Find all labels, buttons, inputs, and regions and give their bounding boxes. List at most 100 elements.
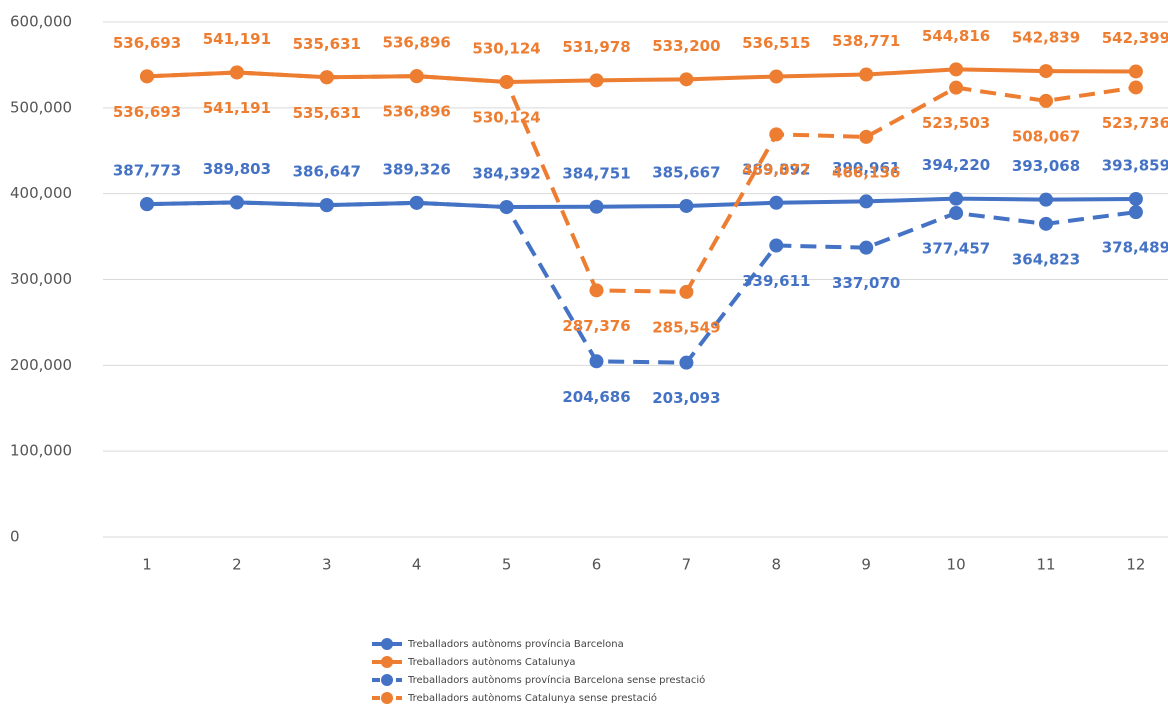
marker [229,195,244,210]
marker [769,127,784,142]
legend-marker [381,638,393,650]
data-label: 285,549 [652,318,720,336]
data-label: 542,839 [1012,29,1080,47]
data-label: 536,693 [113,34,181,52]
data-label: 385,667 [652,163,720,181]
y-tick-label: 500,000 [10,98,72,116]
y-tick-label: 300,000 [10,270,72,288]
data-label: 535,631 [293,104,361,122]
legend-label: Treballadors autònoms província Barcelon… [407,674,705,686]
data-label: 544,816 [922,27,990,45]
marker [1128,205,1143,220]
data-label: 523,736 [1102,114,1168,132]
marker [140,69,154,84]
legend-marker [381,674,393,686]
marker [1039,64,1053,79]
legend-marker [381,656,393,668]
data-label: 203,093 [652,389,720,407]
legend-marker [381,692,393,704]
legend-label: Treballadors autònoms província Barcelon… [407,638,624,650]
y-tick-label: 400,000 [10,184,72,202]
data-label: 384,392 [472,165,540,183]
marker [140,197,154,212]
x-tick-label: 9 [861,556,871,574]
marker [949,191,964,206]
marker [409,69,424,84]
data-label: 536,896 [383,34,451,52]
data-label: 535,631 [293,35,361,53]
marker [859,129,874,144]
data-label: 389,392 [742,160,810,178]
marker [319,70,334,85]
marker [1128,64,1143,79]
x-tick-label: 8 [772,556,782,574]
data-label: 530,124 [472,39,540,57]
marker [769,195,784,210]
y-tick-label: 100,000 [10,442,72,460]
x-tick-label: 5 [502,556,512,574]
data-label: 542,399 [1102,29,1168,47]
data-label: 393,068 [1012,157,1080,175]
series-line [146,200,1137,365]
data-label: 533,200 [652,37,720,55]
y-tick-label: 600,000 [10,13,72,31]
series-line [146,196,1136,210]
data-label: 377,457 [922,240,990,258]
data-label: 287,376 [562,317,630,335]
marker [1128,191,1143,206]
data-label: 538,771 [832,32,900,50]
marker [769,238,784,253]
marker [1039,216,1053,231]
x-tick-label: 1 [142,556,152,574]
y-tick-label: 200,000 [10,356,72,374]
marker [589,354,604,369]
series-line [146,70,1137,294]
data-label: 204,686 [562,388,630,406]
data-label: 541,191 [203,30,271,48]
marker [859,194,874,209]
marker [859,240,874,255]
x-tick-label: 3 [322,556,332,574]
data-label: 364,823 [1012,250,1080,268]
data-label: 469,077 [742,161,810,179]
x-tick-label: 6 [592,556,602,574]
marker [679,198,694,213]
marker [949,62,964,77]
marker [769,69,784,84]
legend-label: Treballadors autònoms Catalunya sense pr… [407,692,657,704]
data-label: 466,136 [832,163,900,181]
data-label: 378,489 [1102,239,1168,257]
series-line [146,67,1136,84]
x-tick-label: 12 [1126,556,1145,574]
marker [409,195,424,210]
data-label: 531,978 [562,38,630,56]
data-label: 523,503 [922,114,990,132]
marker [1128,80,1143,95]
data-label: 394,220 [922,156,990,174]
marker [229,65,244,80]
data-label: 337,070 [832,274,900,292]
marker [679,355,694,370]
data-label: 530,124 [472,108,540,126]
marker [679,284,694,299]
marker [1039,192,1053,207]
data-label: 339,611 [742,272,810,290]
data-label: 541,191 [203,99,271,117]
x-tick-label: 11 [1036,556,1055,574]
data-label: 393,859 [1102,156,1168,174]
data-label: 386,647 [293,163,361,181]
marker [499,74,514,89]
x-tick-label: 7 [682,556,692,574]
marker [589,283,604,298]
marker [589,73,604,88]
x-tick-label: 4 [412,556,422,574]
y-tick-label: 0 [10,528,20,546]
marker [319,198,334,213]
legend-label: Treballadors autònoms Catalunya [407,656,576,668]
data-label: 389,326 [383,160,451,178]
marker [679,72,694,87]
marker [949,206,964,221]
data-label: 536,693 [113,103,181,121]
data-label: 389,803 [203,160,271,178]
marker [499,200,514,215]
